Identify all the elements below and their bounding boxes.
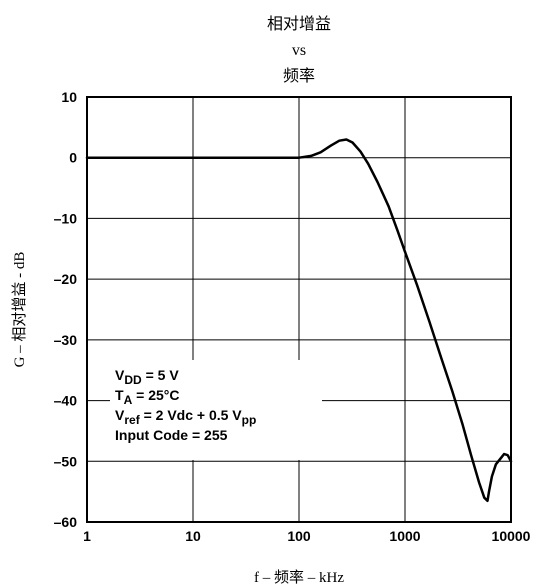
chart-title-line-3: 频率 <box>283 67 315 85</box>
y-tick-label: 0 <box>69 150 77 166</box>
x-tick-labels: 1 10 100 1000 10000 <box>83 528 531 544</box>
x-tick-label: 10000 <box>492 528 531 544</box>
y-axis-label: G – 相对增益 - dB <box>11 252 28 368</box>
annotation-line-4: Input Code = 255 <box>115 427 228 443</box>
chart-title-line-2: vs <box>292 42 306 59</box>
chart-title-line-1: 相对增益 <box>267 15 331 33</box>
x-tick-label: 10 <box>185 528 201 544</box>
y-tick-label: –30 <box>54 332 78 348</box>
x-tick-label: 100 <box>287 528 311 544</box>
plot-frame <box>86 96 512 523</box>
x-axis-label: f – 频率 – kHz <box>254 569 344 586</box>
chart-title: 相对增益 vs 频率 <box>267 15 331 85</box>
y-tick-label: –20 <box>54 271 78 287</box>
y-tick-label: 10 <box>61 89 77 105</box>
y-tick-label: –60 <box>54 514 78 530</box>
annotation-line-3: Vref = 2 Vdc + 0.5 Vpp <box>115 407 256 427</box>
y-tick-label: –40 <box>54 393 78 409</box>
annotation-line-2: TA = 25°C <box>115 387 179 407</box>
y-tick-label: –50 <box>54 453 78 469</box>
y-tick-label: –10 <box>54 210 78 226</box>
y-tick-labels: 10 0 –10 –20 –30 –40 –50 –60 <box>54 89 78 530</box>
annotation-line-1: VDD = 5 V <box>115 367 179 387</box>
annotation-background <box>110 360 322 460</box>
x-tick-label: 1 <box>83 528 91 544</box>
series-line-gain <box>85 138 513 503</box>
x-tick-label: 1000 <box>389 528 420 544</box>
